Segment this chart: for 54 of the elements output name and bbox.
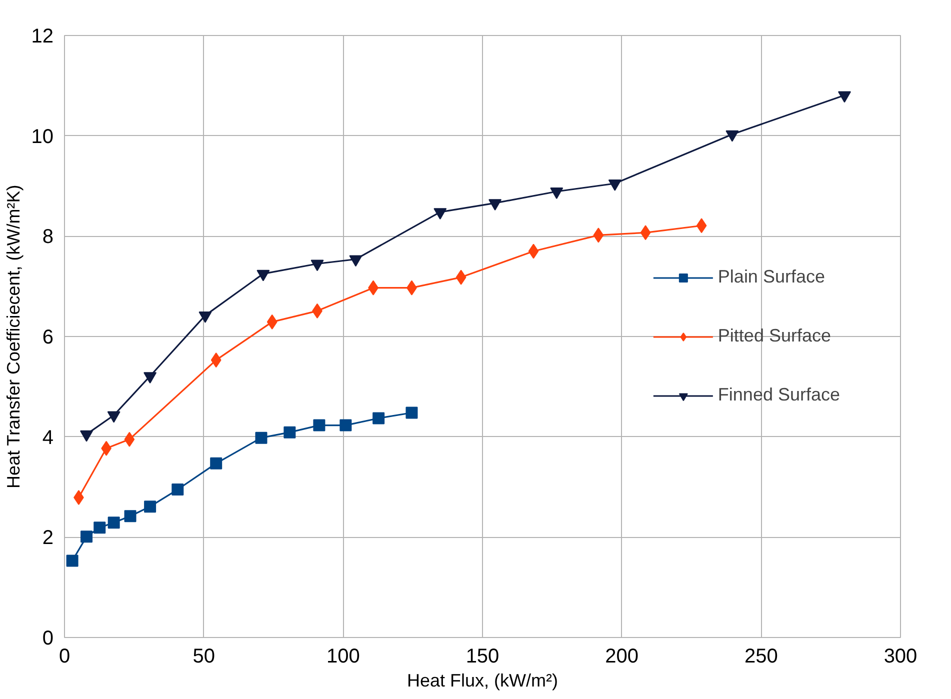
y-tick-label: 10 — [31, 126, 54, 148]
point — [434, 208, 447, 220]
point — [255, 432, 268, 444]
point — [210, 352, 222, 368]
point — [488, 199, 502, 210]
point — [340, 419, 352, 432]
point — [172, 484, 184, 496]
x-axis-title: Heat Flux, (kW/m²) — [407, 670, 558, 690]
x-tick-label: 150 — [466, 646, 500, 668]
point — [144, 372, 157, 384]
point — [124, 432, 135, 447]
point — [94, 522, 106, 534]
point — [124, 510, 136, 522]
point — [210, 457, 222, 470]
point — [726, 130, 739, 142]
y-tick-label: 8 — [42, 226, 54, 248]
x-tick-label: 0 — [58, 646, 70, 668]
y-tick-label: 4 — [42, 426, 54, 449]
legend-label: Pitted Surface — [718, 326, 831, 346]
point — [144, 500, 156, 513]
x-tick-label: 200 — [605, 646, 639, 668]
point — [108, 516, 120, 529]
y-tick-label: 0 — [42, 628, 54, 650]
point — [640, 225, 651, 240]
point — [266, 314, 278, 330]
x-tick-label: 50 — [192, 646, 215, 668]
point — [550, 188, 564, 199]
point — [107, 411, 120, 423]
x-tick-label: 300 — [884, 646, 918, 668]
point — [310, 260, 324, 272]
point — [80, 530, 93, 543]
y-axis-title: Heat Transfer Coefficiecent, (kW/m²K) — [3, 184, 24, 489]
x-tick-label: 100 — [326, 646, 360, 668]
point — [372, 412, 385, 424]
x-tick-label: 250 — [744, 646, 778, 668]
point — [593, 228, 604, 243]
point — [838, 91, 851, 103]
point — [608, 180, 622, 191]
point — [406, 406, 418, 419]
point — [256, 270, 270, 282]
point — [456, 270, 466, 285]
point — [66, 554, 78, 567]
point — [349, 255, 362, 267]
y-tick-label: 12 — [31, 26, 54, 48]
legend-label: Plain Surface — [718, 266, 825, 288]
point — [696, 218, 707, 234]
point — [284, 426, 296, 438]
legend-label: Finned Surface — [718, 384, 840, 406]
point — [313, 419, 326, 432]
y-tick-label: 6 — [42, 326, 54, 348]
point — [198, 311, 212, 323]
point — [80, 430, 94, 442]
point — [528, 244, 539, 259]
y-tick-label: 2 — [42, 527, 54, 550]
